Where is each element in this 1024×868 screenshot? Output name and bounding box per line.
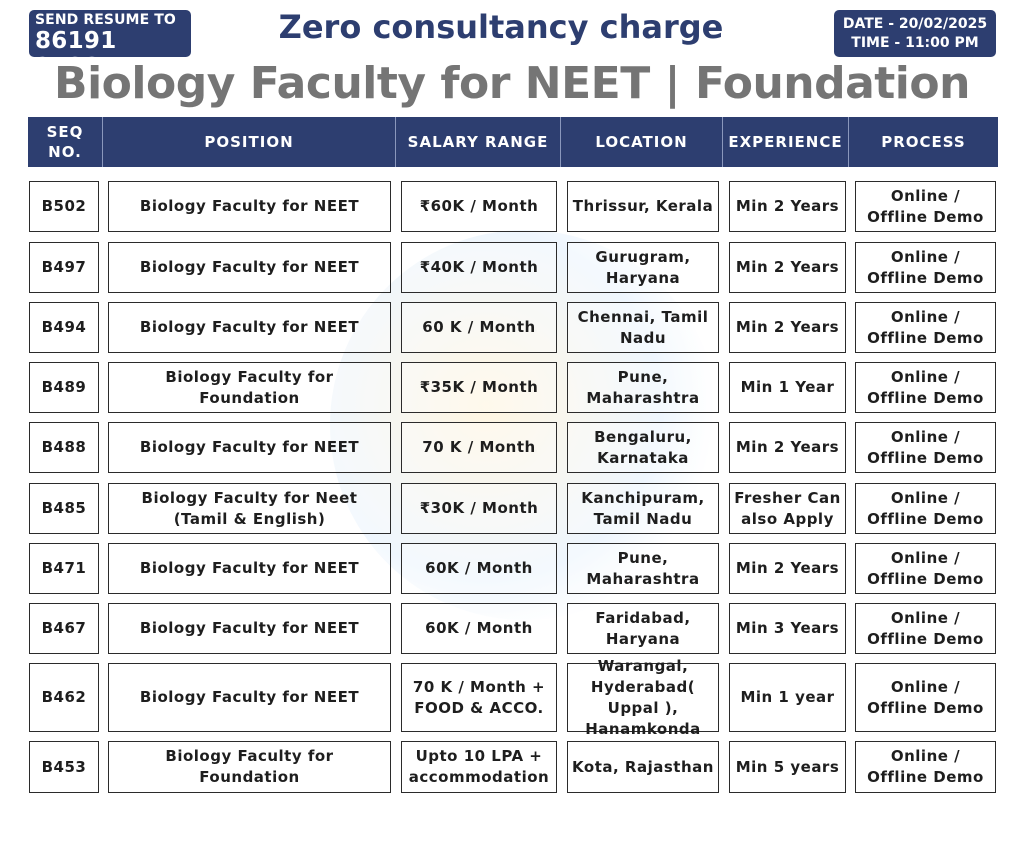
cell-process: Online / Offline Demo [855,483,996,534]
cell-seq-no: B497 [29,242,99,293]
cell-location: Warangal, Hyderabad( Uppal ), Hanamkonda [567,657,719,738]
time-text: TIME - 11:00 PM [851,35,979,51]
cell-position: Biology Faculty for Foundation [108,741,391,793]
header-seq-no: SEQ NO. [28,117,103,167]
date-text: DATE - 20/02/2025 [842,16,988,32]
cell-salary: ₹35K / Month [401,362,557,413]
phone-number[interactable]: 86191 24387 [35,28,117,80]
cell-location: Thrissur, Kerala [567,181,719,232]
cell-salary: 60K / Month [401,543,557,594]
cell-salary: 60K / Month [401,603,557,654]
cell-salary: 70 K / Month + FOOD & ACCO. [401,663,557,732]
resume-contact-box: SEND RESUME TO 86191 24387 [29,10,191,80]
cell-experience: Min 3 Years [729,603,846,654]
cell-experience: Min 1 year [729,663,846,732]
date-time-box: DATE - 20/02/2025 TIME - 11:00 PM [834,10,996,57]
cell-experience: Min 1 Year [729,362,846,413]
cell-process: Online / Offline Demo [855,543,996,594]
cell-salary: 60 K / Month [401,302,557,353]
cell-salary: Upto 10 LPA + accommodation [401,741,557,793]
cell-seq-no: B485 [29,483,99,534]
cell-seq-no: B489 [29,362,99,413]
cell-process: Online / Offline Demo [855,242,996,293]
cell-experience: Min 2 Years [729,242,846,293]
header-experience: EXPERIENCE [723,117,849,167]
cell-seq-no: B467 [29,603,99,654]
cell-process: Online / Offline Demo [855,603,996,654]
headline: Zero consultancy charge [278,8,724,46]
cell-location: Bengaluru, Karnataka [567,422,719,473]
cell-location: Gurugram, Haryana [567,242,719,293]
cell-position: Biology Faculty for NEET [108,543,391,594]
cell-experience: Fresher Can also Apply [729,483,846,534]
table-header: SEQ NO. POSITION SALARY RANGE LOCATION E… [28,117,998,167]
header-process: PROCESS [881,133,966,151]
cell-seq-no: B502 [29,181,99,232]
cell-experience: Min 2 Years [729,181,846,232]
cell-salary: ₹60K / Month [401,181,557,232]
cell-position: Biology Faculty for NEET [108,181,391,232]
cell-salary: ₹40K / Month [401,242,557,293]
header-location: LOCATION [561,117,723,167]
cell-position: Biology Faculty for NEET [108,302,391,353]
cell-seq-no: B471 [29,543,99,594]
cell-salary: 70 K / Month [401,422,557,473]
cell-location: Kanchipuram, Tamil Nadu [567,483,719,534]
cell-salary: ₹30K / Month [401,483,557,534]
cell-experience: Min 2 Years [729,422,846,473]
cell-location: Chennai, Tamil Nadu [567,302,719,353]
cell-location: Faridabad, Haryana [567,603,719,654]
cell-location: Pune, Maharashtra [567,362,719,413]
cell-position: Biology Faculty for NEET [108,663,391,732]
cell-position: Biology Faculty for NEET [108,422,391,473]
cell-position: Biology Faculty for Neet (Tamil & Englis… [108,483,391,534]
header-position: POSITION [103,117,396,167]
cell-seq-no: B488 [29,422,99,473]
cell-position: Biology Faculty for NEET [108,603,391,654]
cell-process: Online / Offline Demo [855,302,996,353]
cell-seq-no: B462 [29,663,99,732]
cell-location: Pune, Maharashtra [567,543,719,594]
cell-process: Online / Offline Demo [855,663,996,732]
cell-position: Biology Faculty for Foundation [108,362,391,413]
cell-seq-no: B494 [29,302,99,353]
cell-experience: Min 2 Years [729,302,846,353]
cell-location: Kota, Rajasthan [567,741,719,793]
cell-experience: Min 5 years [729,741,846,793]
cell-process: Online / Offline Demo [855,181,996,232]
resume-label: SEND RESUME TO [35,12,176,28]
header-salary-range: SALARY RANGE [396,117,561,167]
cell-process: Online / Offline Demo [855,422,996,473]
cell-position: Biology Faculty for NEET [108,242,391,293]
cell-seq-no: B453 [29,741,99,793]
cell-experience: Min 2 Years [729,543,846,594]
cell-process: Online / Offline Demo [855,741,996,793]
page-title: Biology Faculty for NEET | Foundation [54,58,970,109]
cell-process: Online / Offline Demo [855,362,996,413]
